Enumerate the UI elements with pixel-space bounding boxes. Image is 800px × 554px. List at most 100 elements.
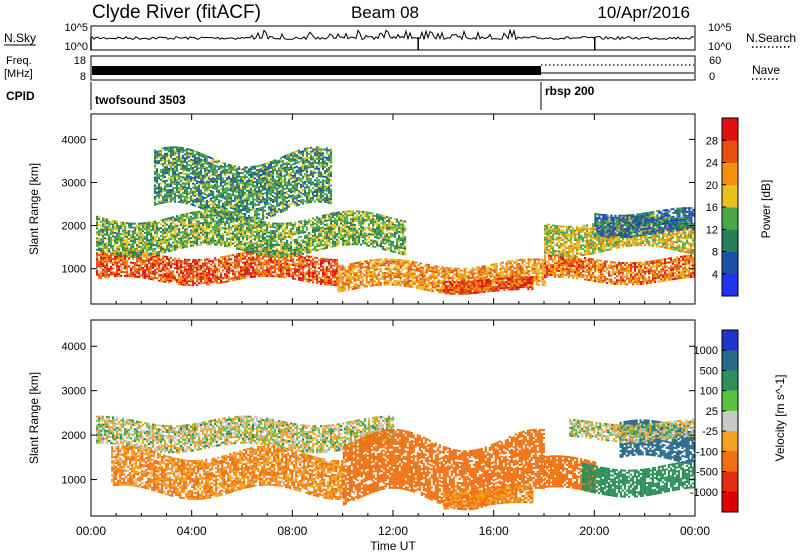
heatmap-cell [467, 277, 470, 279]
heatmap-cell [455, 273, 458, 276]
heatmap-cell [204, 218, 207, 220]
heatmap-cell [407, 277, 410, 280]
heatmap-cell [222, 240, 225, 243]
heatmap-cell [326, 281, 329, 284]
heatmap-cell [461, 275, 464, 278]
heatmap-cell [511, 280, 514, 283]
heatmap-cell [108, 260, 111, 263]
heatmap-cell [252, 247, 255, 250]
heatmap-cell [548, 264, 551, 267]
heatmap-cell [554, 268, 557, 270]
heatmap-cell [403, 279, 406, 281]
heatmap-cell [214, 214, 217, 217]
heatmap-cell [256, 259, 259, 262]
heatmap-cell [332, 228, 335, 230]
heatmap-cell [395, 280, 398, 282]
heatmap-cell [511, 265, 514, 268]
heatmap-cell [142, 230, 145, 233]
heatmap-cell [445, 284, 448, 287]
heatmap-cell [182, 235, 185, 237]
heatmap-cell [104, 272, 107, 275]
heatmap-cell [166, 233, 169, 236]
heatmap-cell [284, 226, 287, 229]
heatmap-cell [290, 237, 293, 240]
heatmap-cell [164, 228, 167, 230]
heatmap-cell [388, 236, 391, 238]
heatmap-cell [376, 229, 379, 231]
heatmap-cell [230, 264, 233, 266]
heatmap-cell [517, 266, 520, 269]
heatmap-cell [262, 246, 265, 249]
heatmap-cell [378, 227, 381, 230]
heatmap-cell [180, 247, 183, 249]
heatmap-cell [266, 265, 269, 268]
heatmap-cell [204, 227, 207, 230]
heatmap-cell [246, 242, 249, 245]
heatmap-cell [246, 227, 249, 229]
heatmap-cell [324, 227, 327, 230]
heatmap-cell [350, 210, 353, 213]
heatmap-cell [415, 286, 418, 289]
heatmap-cell [368, 227, 371, 230]
heatmap-cell [178, 220, 181, 223]
heatmap-cell [382, 248, 385, 250]
heatmap-cell [218, 226, 221, 229]
heatmap-cell [104, 276, 107, 279]
heatmap-cell [310, 245, 313, 247]
heatmap-cell [208, 237, 211, 240]
heatmap-cell [232, 271, 235, 274]
heatmap-cell [174, 225, 177, 228]
heatmap-cell [114, 261, 117, 264]
heatmap-cell [511, 263, 514, 266]
heatmap-cell [556, 273, 559, 276]
heatmap-cell [240, 233, 243, 235]
heatmap-cell [262, 244, 265, 247]
heatmap-cell [260, 273, 263, 276]
heatmap-cell [296, 274, 299, 277]
heatmap-cell [192, 225, 195, 228]
heatmap-cell [194, 236, 197, 239]
heatmap-cell [250, 247, 253, 250]
heatmap-cell [360, 218, 363, 221]
heatmap-cell [411, 286, 414, 289]
heatmap-cell [116, 257, 119, 260]
heatmap-cell [535, 277, 538, 280]
heatmap-cell [110, 238, 113, 241]
heatmap-cell [483, 271, 486, 273]
heatmap-cell [341, 268, 344, 271]
heatmap-cell [556, 266, 559, 268]
heatmap-cell [222, 221, 225, 224]
heatmap-cell [425, 265, 428, 268]
heatmap-cell [298, 232, 301, 235]
heatmap-cell [341, 272, 344, 275]
heatmap-cell [517, 265, 520, 267]
heatmap-cell [276, 240, 279, 242]
heatmap-cell [533, 275, 536, 278]
heatmap-cell [206, 262, 209, 265]
heatmap-cell [152, 242, 155, 245]
heatmap-cell [392, 233, 395, 236]
heatmap-cell [228, 245, 231, 248]
heatmap-cell [118, 254, 121, 256]
heatmap-cell [248, 257, 251, 259]
heatmap-cell [204, 233, 207, 236]
heatmap-cell [495, 270, 498, 273]
heatmap-cell [250, 241, 253, 244]
heatmap-cell [324, 241, 327, 244]
heatmap-cell [326, 223, 329, 226]
heatmap-cell [206, 214, 209, 217]
heatmap-cell [204, 260, 207, 263]
heatmap-cell [120, 252, 123, 255]
heatmap-cell [491, 265, 494, 268]
heatmap-cell [374, 215, 377, 217]
heatmap-cell [361, 278, 364, 281]
heatmap-cell [354, 241, 357, 244]
heatmap-cell [499, 279, 502, 282]
heatmap-cell [158, 270, 161, 272]
heatmap-cell [352, 210, 355, 213]
heatmap-cell [206, 279, 209, 282]
heatmap-cell [328, 270, 331, 273]
heatmap-cell [304, 274, 307, 277]
heatmap-cell [150, 256, 153, 259]
heatmap-cell [110, 254, 113, 257]
